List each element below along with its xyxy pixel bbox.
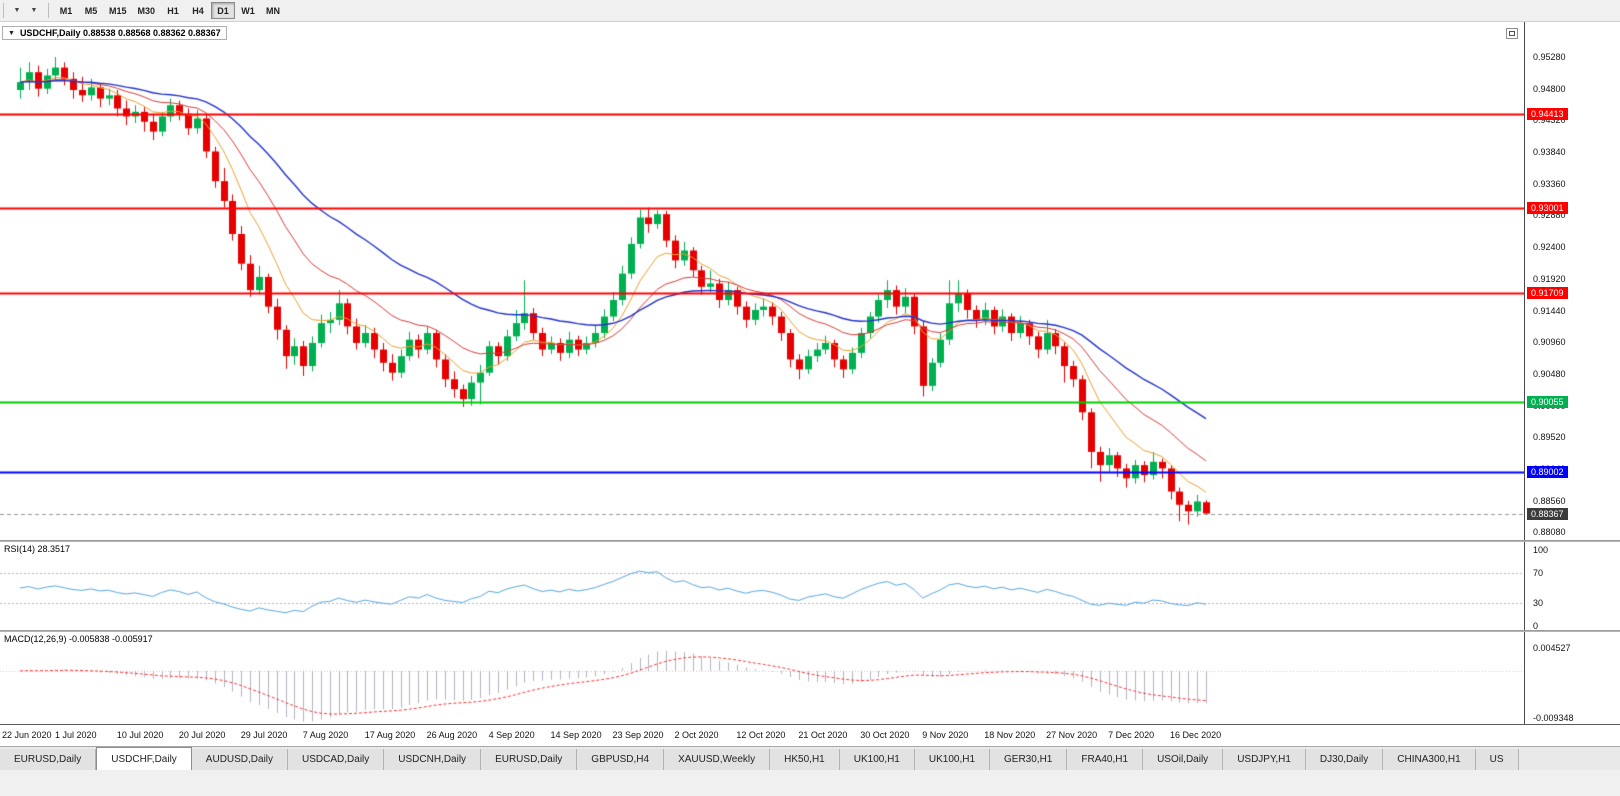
resistance-tag-2: 0.93001 xyxy=(1527,201,1568,214)
chart-tab-usdjpy-h1[interactable]: USDJPY,H1 xyxy=(1223,749,1306,770)
price-axis-label: 0.90960 xyxy=(1533,337,1566,348)
macd-axis-label: -0.009348 xyxy=(1533,713,1574,723)
price-axis-label: 0.91920 xyxy=(1533,273,1566,284)
resistance-tag-3: 0.91709 xyxy=(1527,286,1568,299)
date-axis-label: 7 Dec 2020 xyxy=(1108,730,1155,740)
date-axis-label: 18 Nov 2020 xyxy=(984,730,1036,740)
current-price-tag: 0.88367 xyxy=(1527,507,1568,520)
support-tag-blue: 0.89002 xyxy=(1527,465,1568,478)
toolbar-divider xyxy=(3,3,4,18)
chart-tab-dj30-daily[interactable]: DJ30,Daily xyxy=(1305,749,1384,770)
rsi-axis-label: 70 xyxy=(1533,567,1544,578)
date-axis-label: 26 Aug 2020 xyxy=(426,730,478,740)
chart-tab-uk100-h1[interactable]: UK100,H1 xyxy=(914,749,991,770)
chart-scroll-icon[interactable]: ▼ xyxy=(13,7,21,14)
toolbar-left-icons: ▼ ▼ xyxy=(9,3,43,19)
date-axis-label: 10 Jul 2020 xyxy=(116,730,164,740)
chart-tabbar: EURUSD,Daily USDCHF,Daily AUDUSD,Daily USDC… xyxy=(0,746,1620,770)
date-axis-label: 12 Oct 2020 xyxy=(736,730,786,740)
chart-restore-icon[interactable] xyxy=(1506,28,1518,39)
chart-tab-audusd-daily[interactable]: AUDUSD,Daily xyxy=(191,749,289,770)
date-axis-label: 30 Oct 2020 xyxy=(860,730,910,740)
price-axis-label: 0.94320 xyxy=(1533,115,1566,126)
chart-tab-usdchf-daily[interactable]: USDCHF,Daily xyxy=(96,747,192,770)
date-axis-label: 29 Jul 2020 xyxy=(240,730,288,740)
bottom-strip xyxy=(0,770,1620,796)
top-toolbar: ▼ ▼ M1 M5 M15 M30 H1 H4 D1 W1 MN xyxy=(0,0,1620,22)
price-axis-label: 0.89520 xyxy=(1533,432,1566,443)
price-axis-label: 0.95280 xyxy=(1533,52,1566,62)
chart-tab-usdcad-daily[interactable]: USDCAD,Daily xyxy=(288,749,385,770)
price-axis-label: 0.92880 xyxy=(1533,210,1566,221)
support-tag-green: 0.90055 xyxy=(1527,396,1568,409)
chart-tab-eurusd-daily[interactable]: EURUSD,Daily xyxy=(481,749,578,770)
date-axis-label: 16 Dec 2020 xyxy=(1170,730,1222,740)
macd-axis-label: 0.004527 xyxy=(1533,643,1571,653)
chart-tab-gbpusd-h4[interactable]: GBPUSD,H4 xyxy=(577,749,665,770)
timeframe-button-d1[interactable]: D1 xyxy=(211,2,236,19)
date-axis-label: 9 Nov 2020 xyxy=(922,730,969,740)
restore-glyph xyxy=(1509,31,1515,36)
date-axis-label: 7 Aug 2020 xyxy=(302,730,349,740)
price-axis-label: 0.88560 xyxy=(1533,495,1566,506)
chart-tab-usoil-daily[interactable]: USOil,Daily xyxy=(1143,749,1224,770)
one-click-trading-icon[interactable]: ▼ xyxy=(8,29,15,37)
macd-label: MACD(12,26,9) -0.005838 -0.005917 xyxy=(4,634,153,644)
pane-separator-macd[interactable] xyxy=(0,630,1620,632)
price-axis-label: 0.94800 xyxy=(1533,83,1566,94)
chart-canvas[interactable] xyxy=(0,22,1524,724)
timeframe-button-mn[interactable]: MN xyxy=(266,5,281,16)
timeframe-button-w1[interactable]: W1 xyxy=(241,5,255,16)
chart-tab-usdcnh-daily[interactable]: USDCNH,Daily xyxy=(384,749,482,770)
chart-tab-ger30-h1[interactable]: GER30,H1 xyxy=(990,749,1068,770)
date-axis-label: 1 Jul 2020 xyxy=(54,730,97,740)
date-axis-label: 20 Jul 2020 xyxy=(178,730,226,740)
chart-title: USDCHF,Daily 0.88538 0.88568 0.88362 0.8… xyxy=(19,28,221,38)
chart-title-box: ▼ USDCHF,Daily 0.88538 0.88568 0.88362 0… xyxy=(2,26,227,40)
date-axis-label: 21 Oct 2020 xyxy=(798,730,848,740)
date-axis-label: 2 Oct 2020 xyxy=(674,730,719,740)
chart-tab-fra40-h1[interactable]: FRA40,H1 xyxy=(1067,749,1144,770)
timeframe-button-m30[interactable]: M30 xyxy=(137,5,156,16)
chart-tab-us[interactable]: US xyxy=(1475,749,1519,770)
date-axis-label: 4 Sep 2020 xyxy=(488,730,535,740)
chart-tab-eurusd-daily[interactable]: EURUSD,Daily xyxy=(0,749,97,770)
date-axis-label: 17 Aug 2020 xyxy=(364,730,416,740)
resistance-tag-1: 0.94413 xyxy=(1527,108,1568,121)
price-axis-label: 0.92400 xyxy=(1533,242,1566,253)
chart-window: 0.95280 0.94800 0.94320 0.93840 0.93360 0.928… xyxy=(0,22,1620,746)
date-axis-label: 14 Sep 2020 xyxy=(550,730,602,740)
price-axis-label: 0.93360 xyxy=(1533,178,1566,189)
chart-tab-china300-h1[interactable]: CHINA300,H1 xyxy=(1383,749,1476,770)
price-axis-label: 0.90480 xyxy=(1533,368,1566,379)
date-axis[interactable]: 22 Jun 2020 1 Jul 2020 10 Jul 2020 20 Jul 2… xyxy=(0,724,1620,746)
rsi-axis-label: 0 xyxy=(1533,621,1539,631)
timeframe-button-m5[interactable]: M5 xyxy=(84,5,98,16)
timeframe-button-h1[interactable]: H1 xyxy=(167,5,179,16)
date-axis-label: 22 Jun 2020 xyxy=(2,730,52,740)
price-axis-label: 0.93840 xyxy=(1533,147,1566,158)
chart-tab-hk50-h1[interactable]: HK50,H1 xyxy=(770,749,840,770)
chart-tab-xauusd-weekly[interactable]: XAUUSD,Weekly xyxy=(664,749,771,770)
chart-shift-icon[interactable]: ▼ xyxy=(30,7,38,14)
date-axis-label: 27 Nov 2020 xyxy=(1046,730,1098,740)
timeframe-button-m15[interactable]: M15 xyxy=(109,5,127,16)
timeframe-button-m1[interactable]: M1 xyxy=(59,5,73,16)
price-axis-label: 0.88080 xyxy=(1533,527,1566,538)
timeframe-button-h4[interactable]: H4 xyxy=(192,5,204,16)
toolbar-divider xyxy=(48,3,49,18)
price-axis[interactable]: 0.95280 0.94800 0.94320 0.93840 0.93360 0.928… xyxy=(1524,22,1620,724)
price-axis-label: 0.91440 xyxy=(1533,305,1566,316)
rsi-axis-label: 30 xyxy=(1533,598,1544,609)
rsi-label: RSI(14) 28.3517 xyxy=(4,544,71,554)
chart-tab-uk100-h1[interactable]: UK100,H1 xyxy=(839,749,915,770)
date-axis-label: 23 Sep 2020 xyxy=(612,730,664,740)
timeframe-bar: M1 M5 M15 M30 H1 H4 D1 W1 MN xyxy=(54,2,286,19)
rsi-axis-label: 100 xyxy=(1533,545,1549,555)
pane-separator-rsi[interactable] xyxy=(0,540,1620,542)
